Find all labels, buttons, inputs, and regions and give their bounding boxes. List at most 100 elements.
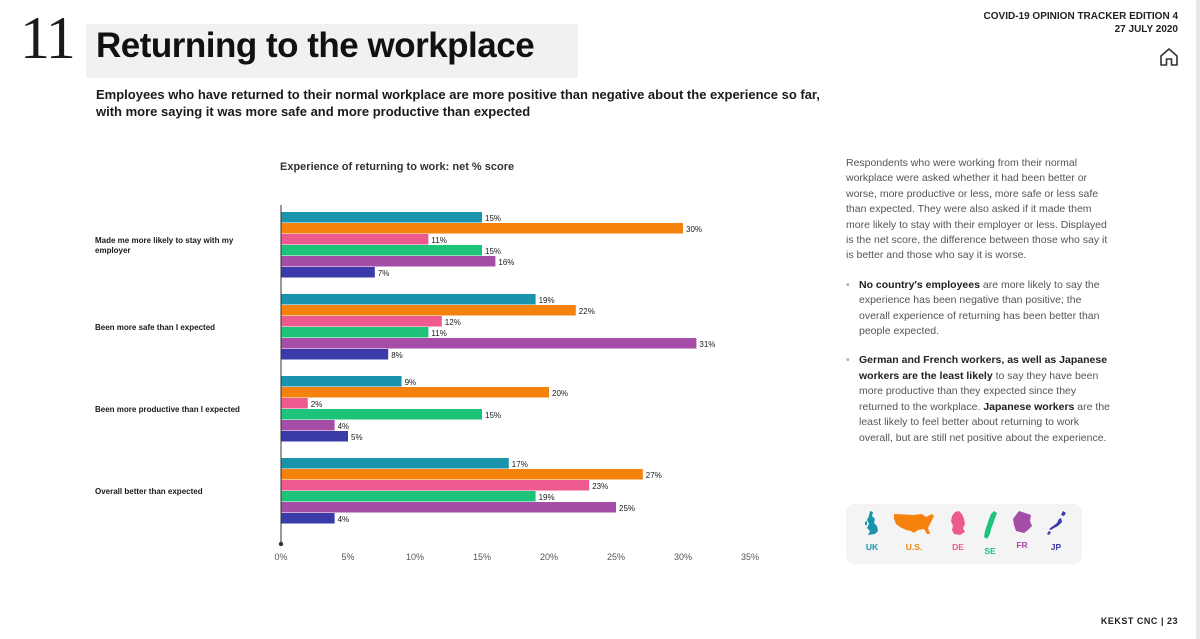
edition-label: COVID-19 OPINION TRACKER EDITION 4 — [983, 11, 1178, 22]
bar-jp-been-more-productive-than-i-expected — [281, 431, 348, 442]
bar-fr-overall-better-than-expected — [281, 502, 616, 513]
x-tick-label: 0% — [274, 552, 287, 562]
bullet-2-bold-2: Japanese workers — [983, 400, 1075, 413]
data-label-u-s-been-more-productive-than-i-expected: 20% — [552, 389, 568, 398]
data-label-se-been-more-productive-than-i-expected: 15% — [485, 411, 501, 420]
data-label-uk-overall-better-than-expected: 17% — [512, 460, 528, 469]
page-title: Returning to the workplace — [96, 26, 535, 65]
category-label-overall-better-than-expected: Overall better than expected — [95, 487, 203, 496]
sweden-map-icon — [984, 511, 997, 539]
data-label-jp-been-more-productive-than-i-expected: 5% — [351, 433, 363, 442]
bar-fr-been-more-safe-than-i-expected — [281, 338, 697, 349]
bar-de-overall-better-than-expected — [281, 480, 590, 491]
bullet-2-text-2: are the least likely to feel better abou… — [859, 400, 1110, 444]
data-label-uk-been-more-productive-than-i-expected: 9% — [405, 378, 417, 387]
data-label-de-been-more-safe-than-i-expected: 12% — [445, 318, 461, 327]
france-map-icon — [1013, 511, 1032, 533]
data-label-se-overall-better-than-expected: 19% — [539, 493, 555, 502]
data-label-de-made-me-more-likely-to-stay-with-my-employer: 11% — [431, 236, 446, 245]
data-label-se-made-me-more-likely-to-stay-with-my-employer: 15% — [485, 247, 501, 256]
bar-u-s-overall-better-than-expected — [281, 469, 643, 480]
bar-de-been-more-productive-than-i-expected — [281, 398, 308, 409]
bullet-dot: • — [846, 354, 850, 367]
legend-label-jp: JP — [1050, 542, 1062, 552]
category-label-been-more-productive-than-i-expected: Been more productive than I expected — [95, 405, 240, 414]
bar-se-overall-better-than-expected — [281, 491, 536, 502]
legend-item-jp: JP — [1042, 510, 1070, 552]
axis-origin-dot — [278, 541, 284, 547]
legend-item-us: U.S. — [890, 510, 938, 552]
bar-uk-been-more-safe-than-i-expected — [281, 294, 536, 305]
page-subtitle: Employees who have returned to their nor… — [96, 87, 820, 119]
legend-item-de: DE — [946, 510, 970, 552]
data-label-uk-made-me-more-likely-to-stay-with-my-employer: 15% — [485, 214, 501, 223]
uk-map-icon — [865, 511, 878, 535]
legend-item-uk: UK — [856, 510, 888, 552]
data-label-fr-made-me-more-likely-to-stay-with-my-employer: 16% — [498, 258, 514, 267]
bar-jp-been-more-safe-than-i-expected — [281, 349, 389, 360]
sidebar-bullet-1: • No country's employees are more likely… — [846, 278, 1114, 340]
edition-date: 27 JULY 2020 — [1114, 24, 1178, 35]
bar-u-s-been-more-productive-than-i-expected — [281, 387, 549, 398]
data-label-u-s-been-more-safe-than-i-expected: 22% — [579, 307, 595, 316]
bullet-2-text-1: to say they have been more productive th… — [859, 369, 1099, 413]
x-tick-label: 25% — [607, 552, 625, 562]
legend-label-de: DE — [952, 542, 964, 552]
bar-se-been-more-productive-than-i-expected — [281, 409, 482, 420]
data-label-de-overall-better-than-expected: 23% — [592, 482, 608, 491]
title-band — [86, 24, 578, 78]
sidebar-intro: Respondents who were working from their … — [846, 157, 1108, 262]
data-label-jp-made-me-more-likely-to-stay-with-my-employer: 7% — [378, 269, 390, 278]
chart-title: Experience of returning to work: net % s… — [280, 161, 514, 173]
bar-uk-overall-better-than-expected — [281, 458, 509, 469]
country-legend: UK U.S. DE SE FR JP — [846, 504, 1082, 564]
bar-u-s-made-me-more-likely-to-stay-with-my-employer — [281, 223, 683, 234]
legend-label-se: SE — [984, 546, 996, 556]
page-edge — [1196, 0, 1200, 639]
bar-u-s-been-more-safe-than-i-expected — [281, 305, 576, 316]
footer: KEKST CNC | 23 — [1101, 616, 1178, 626]
japan-map-icon — [1047, 511, 1066, 535]
x-tick-label: 30% — [674, 552, 692, 562]
data-label-de-been-more-productive-than-i-expected: 2% — [311, 400, 323, 409]
legend-label-us: U.S. — [905, 542, 923, 552]
data-label-u-s-overall-better-than-expected: 27% — [646, 471, 662, 480]
data-label-jp-been-more-safe-than-i-expected: 8% — [391, 351, 403, 360]
bar-jp-made-me-more-likely-to-stay-with-my-employer — [281, 267, 375, 278]
category-label-made-me-more-likely-to-stay-with-my-employer: Made me more likely to stay with my emplo… — [95, 236, 234, 255]
section-number: 11 — [20, 5, 76, 71]
bullet-1-text: are more likely to say the experience ha… — [859, 278, 1100, 338]
bullet-1-bold: No country's employees — [859, 278, 980, 291]
legend-label-fr: FR — [1016, 540, 1028, 550]
data-label-fr-been-more-safe-than-i-expected: 31% — [699, 340, 715, 349]
footer-separator: | — [1160, 616, 1167, 626]
data-label-fr-been-more-productive-than-i-expected: 4% — [338, 422, 350, 431]
legend-item-se: SE — [978, 510, 1002, 556]
ticks-layer: 0% 5% 10% 15% 20% 25% 30% 35% — [274, 552, 759, 562]
data-label-fr-overall-better-than-expected: 25% — [619, 504, 635, 513]
legend-label-uk: UK — [865, 542, 879, 552]
data-label-uk-been-more-safe-than-i-expected: 19% — [539, 296, 555, 305]
footer-page: 23 — [1166, 616, 1178, 626]
data-label-se-been-more-safe-than-i-expected: 11% — [431, 329, 446, 338]
footer-brand: KEKST CNC — [1100, 616, 1158, 626]
bar-fr-made-me-more-likely-to-stay-with-my-employer — [281, 256, 496, 267]
bullet-dot: • — [846, 278, 850, 291]
legend-item-fr: FR — [1008, 510, 1036, 550]
data-label-jp-overall-better-than-expected: 4% — [338, 515, 350, 524]
bar-fr-been-more-productive-than-i-expected — [281, 420, 335, 431]
bullet-2-bold-1: German and French workers, as well as Ja… — [859, 354, 1108, 382]
bar-uk-been-more-productive-than-i-expected — [281, 376, 402, 387]
category-label-been-more-safe-than-i-expected: Been more safe than I expected — [95, 323, 215, 332]
x-tick-label: 10% — [406, 552, 424, 562]
x-tick-label: 20% — [540, 552, 558, 562]
data-label-u-s-made-me-more-likely-to-stay-with-my-employer: 30% — [686, 225, 702, 234]
sidebar-bullet-2: • German and French workers, as well as … — [846, 353, 1114, 445]
bar-chart: Experience of returning to work: net % s… — [95, 161, 759, 562]
bar-de-made-me-more-likely-to-stay-with-my-employer — [281, 234, 429, 245]
germany-map-icon — [951, 511, 965, 535]
home-icon[interactable] — [1158, 46, 1180, 68]
x-tick-label: 35% — [741, 552, 759, 562]
bar-jp-overall-better-than-expected — [281, 513, 335, 524]
edition-info: COVID-19 OPINION TRACKER EDITION 4 27 JU… — [984, 10, 1178, 36]
